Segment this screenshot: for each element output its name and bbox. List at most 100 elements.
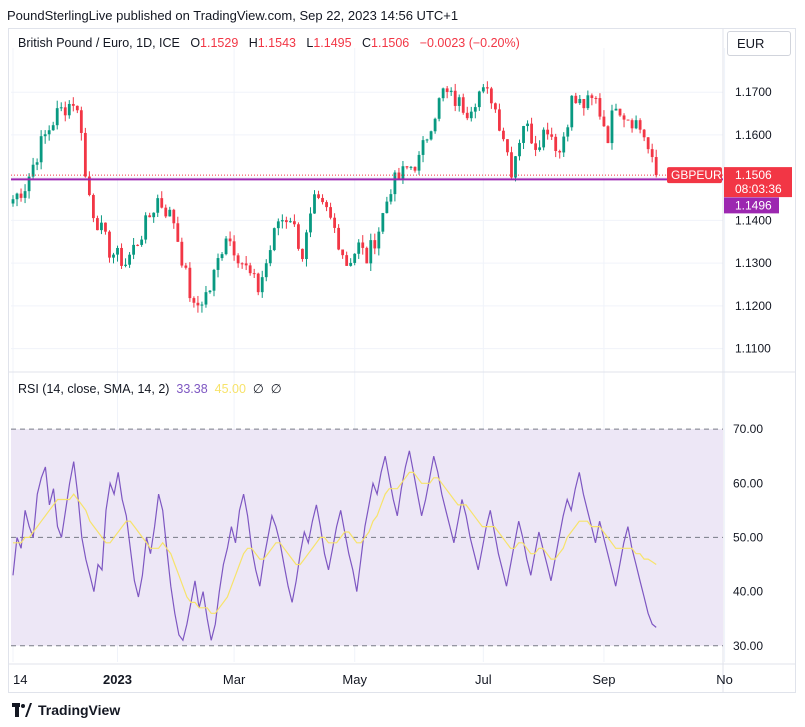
candle-body: [317, 194, 320, 198]
candle-body: [288, 221, 292, 223]
candle-body: [634, 120, 638, 129]
candle-body: [550, 134, 554, 137]
rsi-tick-label: 70.00: [733, 422, 763, 436]
candle-body: [494, 103, 497, 110]
candle-body: [341, 249, 345, 256]
candle-body: [59, 107, 63, 109]
candle-body: [526, 123, 529, 127]
open-label: O: [190, 36, 201, 50]
candle-body: [606, 126, 610, 144]
high-label: H: [248, 36, 258, 50]
candle-body: [514, 156, 517, 178]
candle-body: [43, 134, 47, 137]
symbol-tag-label: GBPEUR: [671, 168, 722, 182]
candle-body: [172, 209, 176, 224]
candle-body: [562, 136, 566, 153]
candle-body: [477, 91, 481, 108]
candle-body: [96, 218, 99, 231]
candle-body: [506, 139, 509, 153]
candle-body: [502, 130, 505, 140]
price-tick-label: 1.1100: [735, 342, 771, 356]
candle-body: [264, 263, 268, 278]
candle-body: [116, 247, 119, 255]
time-tick-label: Jul: [475, 672, 492, 687]
candle-body: [618, 108, 622, 116]
candle-body: [337, 227, 341, 250]
candle-body: [309, 213, 312, 233]
candle-body: [345, 255, 349, 266]
candle-body: [365, 247, 369, 264]
candle-body: [329, 207, 332, 218]
time-tick-label: 14: [13, 672, 27, 687]
candle-body: [196, 302, 200, 306]
candle-body: [473, 107, 477, 112]
candle-body: [108, 231, 111, 258]
candle-body: [228, 238, 232, 242]
close-label: C: [362, 36, 372, 50]
candle-body: [204, 292, 208, 305]
candle-body: [389, 194, 393, 202]
candle-body: [461, 97, 465, 113]
candle-body: [313, 194, 316, 214]
candle-body: [538, 147, 542, 150]
last-price-tag: 1.1506: [735, 168, 772, 182]
candle-body: [369, 240, 373, 264]
rsi-tick-label: 30.00: [733, 639, 763, 653]
candle-body: [144, 215, 148, 240]
rsi-line: [12, 450, 657, 642]
candle-body: [465, 112, 469, 119]
candle-body: [164, 207, 168, 217]
candle-body: [377, 231, 381, 249]
candle-body: [75, 105, 79, 111]
candle-body: [79, 110, 83, 133]
candle-body: [305, 232, 308, 260]
candle-body: [321, 197, 324, 203]
candle-body: [55, 108, 59, 126]
candle-body: [156, 198, 160, 213]
candle-body: [425, 139, 429, 141]
candle-body: [429, 131, 433, 140]
candle-body: [31, 164, 35, 177]
candle-body: [297, 224, 300, 249]
candle-body: [349, 262, 353, 266]
candle-body: [180, 241, 184, 266]
candle-body: [220, 254, 224, 259]
candle-body: [361, 242, 365, 248]
candle-body: [558, 150, 562, 153]
symbol-name: British Pound / Euro, 1D, ICE: [18, 36, 180, 50]
candle-body: [373, 240, 377, 249]
time-tick-label: May: [342, 672, 367, 687]
candle-body: [268, 250, 272, 264]
candle-body: [47, 130, 51, 135]
candle-body: [276, 221, 280, 229]
chart-frame: [8, 28, 796, 693]
candle-body: [87, 176, 91, 196]
empty-value-2: ∅: [270, 382, 282, 396]
candle-body: [441, 88, 445, 99]
candle-body: [357, 242, 361, 254]
candle-body: [650, 149, 654, 158]
candle-body: [152, 212, 156, 218]
candle-body: [252, 273, 256, 275]
currency-selector[interactable]: EUR: [727, 31, 791, 56]
candle-body: [176, 223, 180, 242]
candle-body: [626, 119, 630, 121]
candle-body: [192, 298, 196, 303]
candle-body: [27, 176, 31, 192]
candle-body: [453, 90, 457, 106]
price-tick-label: 1.1300: [735, 256, 772, 270]
candle-body: [622, 115, 626, 120]
candle-body: [574, 95, 578, 104]
high-value: 1.1543: [257, 36, 296, 50]
candle-body: [212, 269, 216, 291]
rsi-panel: 30.00 40.00 50.00 60.00 70.00: [11, 422, 763, 653]
candle-body: [256, 273, 260, 293]
price-tick-label: 1.1700: [735, 85, 772, 99]
close-value: 1.1506: [371, 36, 410, 50]
candle-body: [39, 136, 43, 163]
candle-body: [642, 129, 646, 138]
rsi-ma-value: 45.00: [214, 382, 246, 396]
candle-body: [449, 90, 453, 92]
time-tick-label: 2023: [103, 672, 132, 687]
